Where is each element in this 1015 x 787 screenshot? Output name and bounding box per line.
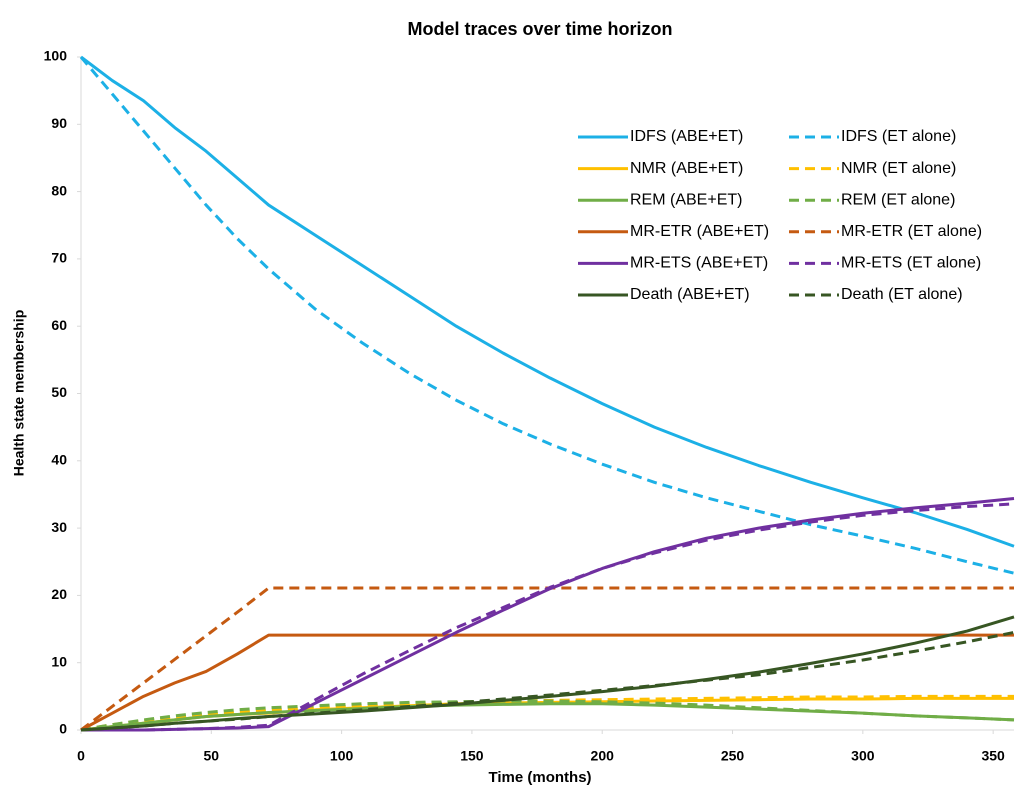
series-line: [80, 615, 1015, 732]
x-tick-label: 100: [330, 748, 354, 764]
series-line: [80, 633, 1014, 732]
legend-label: Death (ET alone): [841, 286, 963, 303]
series-line: [79, 56, 1015, 575]
y-tick-label: 20: [51, 586, 67, 602]
x-tick-label: 250: [721, 748, 745, 764]
x-tick-label: 200: [591, 748, 615, 764]
x-tick-label: 300: [851, 748, 875, 764]
y-axis-label: Health state membership: [11, 310, 27, 477]
y-tick-label: 100: [44, 48, 68, 64]
legend-label: MR-ETR (ET alone): [841, 223, 982, 240]
legend-label: REM (ET alone): [841, 191, 955, 208]
legend-label: IDFS (ET alone): [841, 128, 956, 145]
legend-label: NMR (ET alone): [841, 160, 956, 177]
series-line: [80, 702, 1015, 732]
y-tick-label: 80: [51, 182, 67, 198]
series-line: [80, 55, 1015, 548]
x-tick-label: 350: [981, 748, 1005, 764]
y-tick-label: 50: [51, 384, 67, 400]
legend-label: NMR (ABE+ET): [630, 160, 743, 177]
series-line: [80, 586, 1014, 732]
series-line: [81, 502, 1015, 732]
series-line: [81, 496, 1015, 732]
legend-label: REM (ABE+ET): [630, 191, 742, 208]
legend-label: MR-ETR (ABE+ET): [630, 223, 769, 240]
y-tick-label: 60: [51, 317, 67, 333]
legend-label: IDFS (ABE+ET): [630, 128, 743, 145]
chart-title: Model traces over time horizon: [407, 19, 672, 39]
y-tick-label: 70: [51, 250, 67, 266]
y-tick-label: 0: [59, 721, 67, 737]
x-tick-label: 0: [77, 748, 85, 764]
legend-label: Death (ABE+ET): [630, 286, 750, 303]
x-tick-label: 50: [204, 748, 220, 764]
series-line: [80, 630, 1015, 732]
y-tick-label: 10: [51, 653, 67, 669]
y-tick-label: 30: [51, 519, 67, 535]
x-tick-label: 150: [460, 748, 484, 764]
y-tick-label: 40: [51, 452, 67, 468]
x-axis-label: Time (months): [488, 769, 591, 786]
legend-label: MR-ETS (ET alone): [841, 255, 981, 272]
legend-label: MR-ETS (ABE+ET): [630, 255, 768, 272]
y-tick-label: 90: [51, 115, 67, 131]
